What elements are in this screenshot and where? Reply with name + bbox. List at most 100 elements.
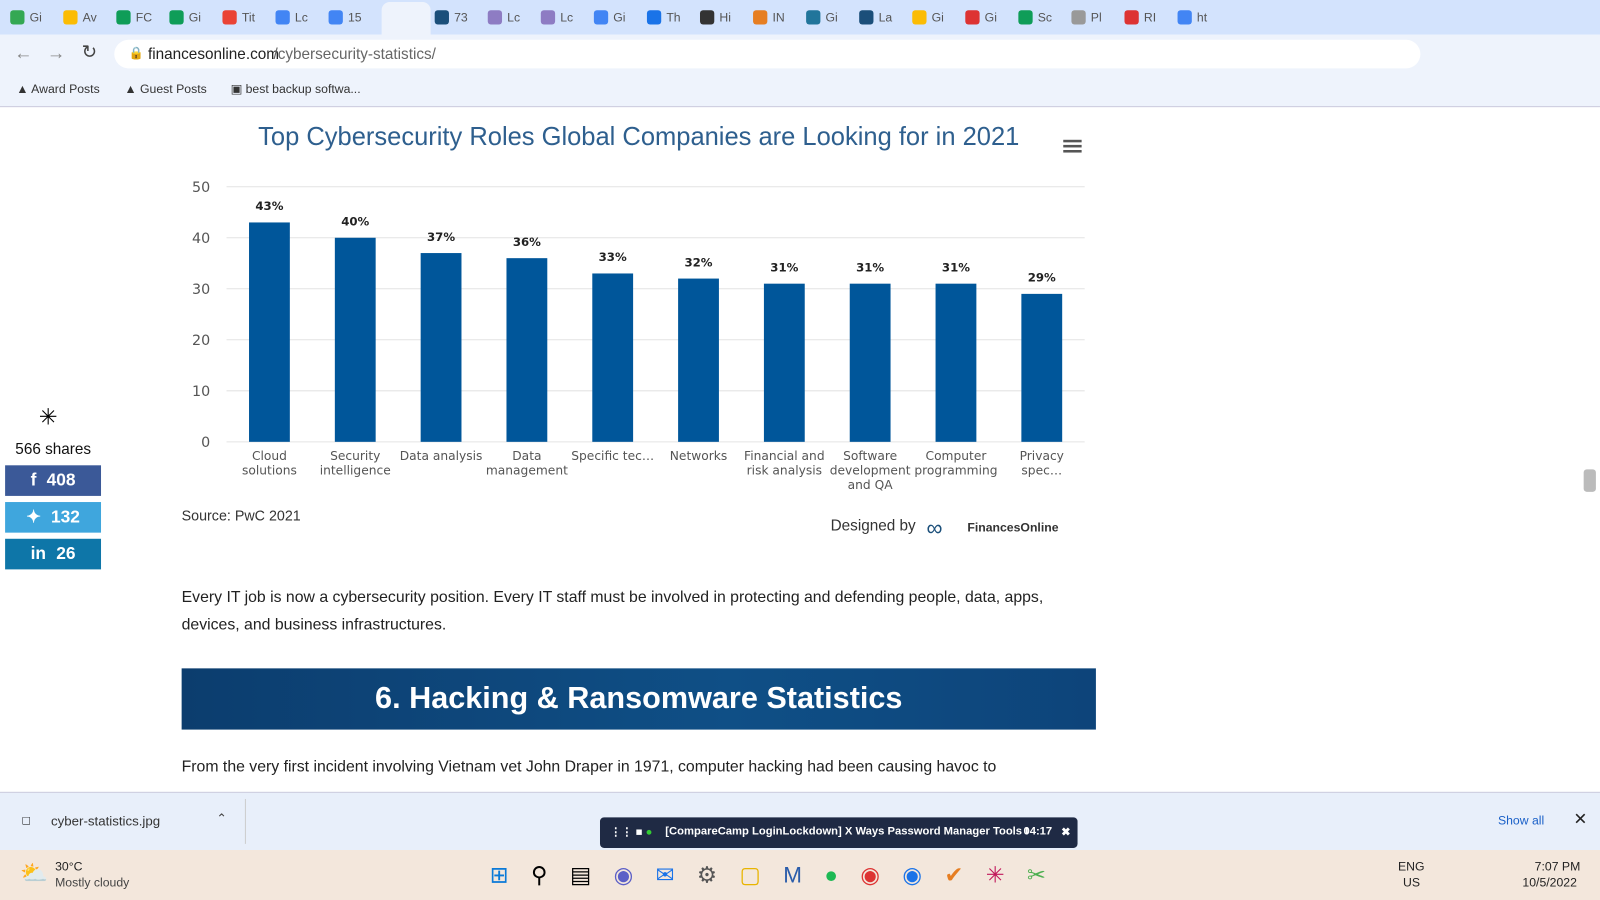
y-tick-label: 10: [192, 384, 210, 400]
bookmarks-bar: ▲ Award Posts ▲ Guest Posts ▣ best backu…: [0, 73, 1600, 108]
tab-label: Gi: [188, 10, 202, 25]
bookmark[interactable]: ▲ Award Posts: [16, 81, 100, 96]
y-tick-label: 20: [192, 333, 210, 349]
bar: [420, 253, 462, 442]
toolbar: ← → ↻ 🔒 financesonline.com /cybersecurit…: [0, 34, 1600, 74]
x-tick-label: Specific tec…: [571, 448, 655, 464]
tab-icon: [116, 10, 131, 25]
bookmark[interactable]: ▲ Guest Posts: [124, 81, 207, 96]
show-all[interactable]: Show all: [1497, 813, 1545, 828]
tab-icon: [169, 10, 184, 25]
tab-label: Sc: [1037, 10, 1053, 25]
tab[interactable]: Lc: [487, 6, 521, 28]
language: ENG: [1397, 859, 1425, 874]
tab[interactable]: Gi: [593, 6, 626, 28]
share-icon: ✳: [38, 404, 58, 430]
y-tick-label: 0: [201, 435, 210, 449]
tab[interactable]: Tit: [222, 6, 255, 28]
tab-label: 15: [347, 10, 362, 25]
bar: [1021, 293, 1063, 442]
tab-label: Av: [82, 10, 97, 25]
tab[interactable]: Gi: [912, 6, 944, 28]
tab-icon: [912, 10, 927, 25]
data-label: 43%: [255, 199, 283, 213]
section-heading: 6. Hacking & Ransomware Statistics: [181, 668, 1096, 730]
weather: Mostly cloudy: [55, 875, 130, 890]
tab-strip: [0, 0, 1600, 35]
bar: [592, 273, 634, 442]
count: 132: [50, 507, 80, 527]
tab[interactable]: 15: [328, 6, 362, 28]
tab-label: Gi: [613, 10, 626, 25]
tab-label: RI: [1143, 10, 1157, 25]
tab[interactable]: ht: [1177, 6, 1207, 28]
tab-label: Tit: [241, 10, 255, 25]
address-bar[interactable]: 🔒 financesonline.com /cybersecurity-stat…: [114, 39, 1421, 69]
y-tick-label: 50: [192, 180, 210, 196]
tab-icon: [1071, 10, 1086, 25]
x-tick-label: Security intelligence: [319, 448, 391, 478]
tab-label: FC: [135, 10, 153, 25]
tab[interactable]: Av: [63, 6, 97, 28]
data-label: 33%: [599, 250, 627, 264]
x-tick-label: Privacy spec…: [1019, 448, 1064, 478]
linkedin-share[interactable]: in 26: [5, 538, 102, 570]
bar: [849, 283, 891, 442]
data-label: 37%: [427, 230, 455, 244]
tab[interactable]: Th: [646, 6, 681, 28]
tab[interactable]: La: [859, 6, 892, 28]
tab[interactable]: Gi: [965, 6, 997, 28]
tab[interactable]: Pl: [1071, 6, 1102, 28]
download-file[interactable]: cyber-statistics.jpg: [51, 813, 161, 829]
data-label: 31%: [856, 260, 884, 274]
tab[interactable]: Gi: [10, 6, 42, 28]
tab[interactable]: 73: [434, 6, 468, 28]
tab[interactable]: Lc: [540, 6, 573, 28]
tab-icon: [434, 10, 449, 25]
media-pill[interactable]: ⋮⋮ ■ ● [CompareCamp LoginLockdown] X Way…: [599, 817, 1078, 848]
tab[interactable]: Sc: [1018, 6, 1052, 28]
tab[interactable]: FC: [116, 6, 152, 28]
clock-time: 7:07 PM: [1534, 859, 1581, 874]
x-tick-label: Computer programming: [914, 448, 998, 478]
x-tick-label: Cloud solutions: [241, 448, 297, 478]
temperature: 30°C: [55, 859, 83, 874]
bookmark[interactable]: ▣ best backup softwa...: [230, 81, 361, 96]
tab[interactable]: IN: [753, 6, 785, 28]
active-tab[interactable]: [381, 2, 431, 35]
y-tick-label: 30: [192, 282, 210, 298]
tab[interactable]: Gi: [806, 6, 838, 28]
paragraph: Every IT job is now a cybersecurity posi…: [181, 588, 1044, 634]
bar: [506, 258, 548, 442]
tab-label: Pl: [1090, 10, 1102, 25]
tab[interactable]: Gi: [169, 6, 201, 28]
taskbar: ⛅ 30°C Mostly cloudy ⊞ ⚲ ▤ ◉ ✉ ⚙ ▢ M ● ◉ ◉ ✔ ✳ ✂ ENG …: [0, 849, 1600, 900]
tab-label: Gi: [825, 10, 838, 25]
tab-icon: [859, 10, 874, 25]
x-tick-label: Networks: [669, 448, 728, 464]
tab-icon: [1124, 10, 1139, 25]
data-label: 36%: [513, 235, 541, 249]
paragraph: From the very first incident involving V…: [181, 758, 997, 776]
tab-icon: [487, 10, 503, 25]
tab[interactable]: Hi: [699, 6, 731, 28]
taskbar-apps[interactable]: ⊞ ⚲ ▤ ◉ ✉ ⚙ ▢ M ● ◉ ◉ ✔ ✳ ✂: [489, 862, 1046, 888]
scrollbar-thumb[interactable]: [1583, 469, 1596, 492]
chart: Top Cybersecurity Roles Global Companies…: [192, 123, 1085, 449]
region: US: [1403, 875, 1421, 890]
tab[interactable]: RI: [1124, 6, 1156, 28]
facebook-share[interactable]: f 408: [5, 465, 102, 496]
tab-icon: [965, 10, 980, 25]
data-label: 29%: [1028, 271, 1056, 285]
tab-label: Lc: [507, 10, 521, 25]
twitter-share[interactable]: ✦ 132: [5, 502, 102, 533]
share-total: 566 shares: [15, 440, 92, 459]
brand-logo: ∞: [926, 515, 943, 541]
x-tick-label: Software development and QA: [829, 448, 911, 492]
tab[interactable]: Lc: [275, 6, 308, 28]
data-label: 31%: [942, 260, 970, 274]
count: 26: [56, 543, 76, 564]
url-domain: financesonline.com: [147, 45, 279, 64]
tab-label: IN: [772, 10, 785, 25]
tab-icon: [328, 10, 343, 25]
